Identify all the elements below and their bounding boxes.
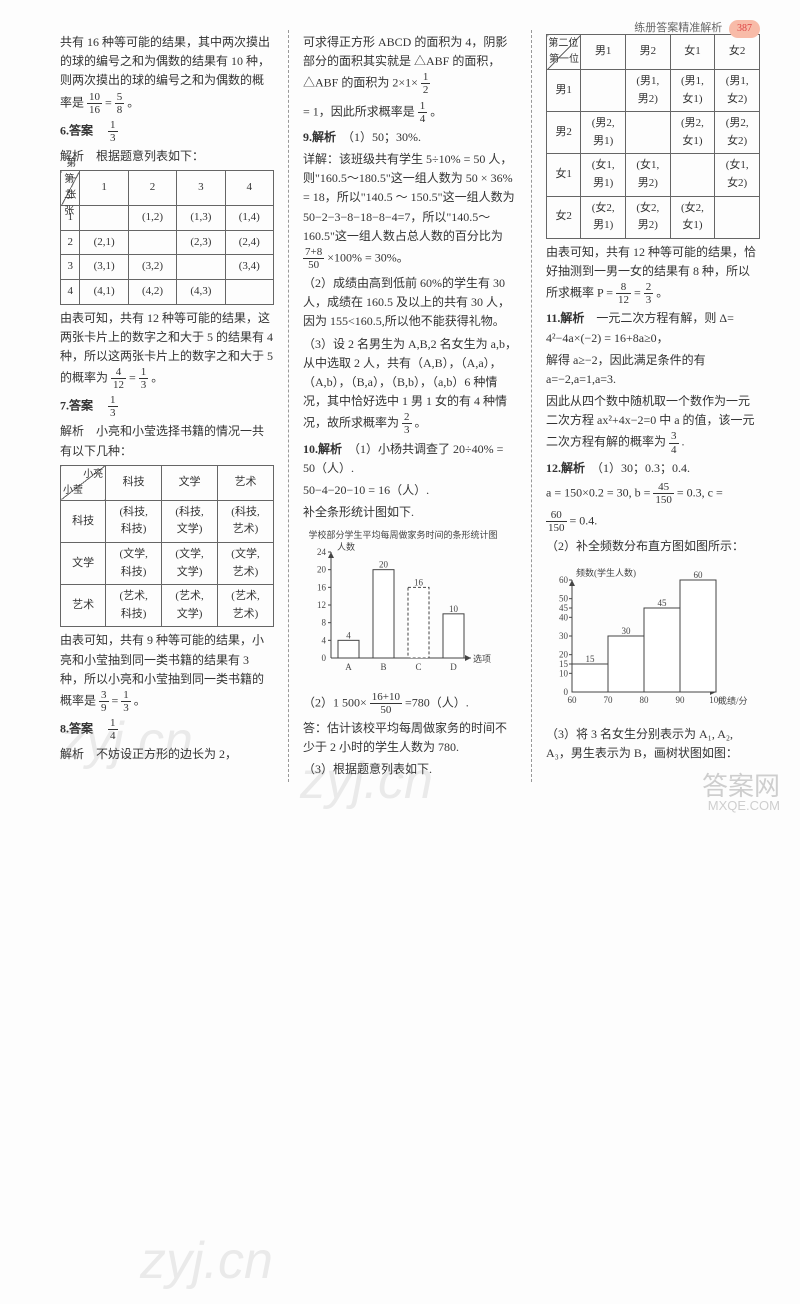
svg-text:选项: 选项: [473, 653, 491, 664]
svg-text:8: 8: [322, 618, 327, 628]
q6-answer: 6.答案 13: [60, 119, 274, 144]
q10-bar-chart: 学校部分学生平均每周做家务时间的条形统计图人数选项 4 8 12 16 20 24 0 4 A 20…: [303, 528, 517, 684]
q6-ans-frac: 13: [108, 119, 118, 144]
column-separator-1: [288, 30, 289, 782]
svg-text:16: 16: [414, 578, 424, 588]
q7-answer: 7.答案 13: [60, 394, 274, 419]
svg-text:30: 30: [559, 631, 569, 641]
svg-text:B: B: [380, 662, 386, 672]
svg-text:45: 45: [559, 603, 569, 613]
svg-text:45: 45: [658, 598, 668, 608]
svg-text:4: 4: [322, 636, 327, 646]
q7-after: 由表可知，共有 9 种等可能的结果，小亮和小莹抽到同一类书籍的结果有 3 种，所…: [60, 631, 274, 714]
svg-text:24: 24: [317, 547, 327, 557]
svg-text:12: 12: [317, 600, 326, 610]
q10-label: 10.解析 （1）小杨共调查了 20÷40% = 50（人）.: [303, 440, 517, 478]
svg-text:10: 10: [559, 669, 569, 679]
svg-text:人数: 人数: [337, 541, 355, 552]
q8-ans-frac: 14: [108, 717, 118, 742]
column-separator-2: [531, 30, 532, 782]
intro-frac1: 1016: [87, 91, 102, 116]
q11-p3: 因此从四个数中随机取一个数作为一元二次方程 ax²+4x−2=0 中 a 的值，…: [546, 392, 760, 456]
svg-text:100: 100: [709, 695, 723, 705]
svg-text:15: 15: [586, 654, 596, 664]
svg-text:30: 30: [622, 626, 632, 636]
svg-text:0: 0: [322, 653, 327, 663]
q8-cont2: = 1，因此所求概率是 14 。: [303, 100, 517, 125]
q10-p5: 答：估计该校平均每周做家务的时间不少于 2 小时的学生人数为 780.: [303, 719, 517, 757]
svg-text:4: 4: [346, 631, 351, 641]
column-3: 第二位第一位男1男2女1女2男1(男1,男2)(男1,女1)(男1,女2)男2(…: [546, 30, 760, 782]
svg-text:20: 20: [317, 565, 327, 575]
q9-p4: （3）设 2 名男生为 A,B,2 名女生为 a,b，从中选取 2 人，共有（A…: [303, 335, 517, 437]
svg-text:10: 10: [449, 604, 459, 614]
svg-text:20: 20: [559, 650, 569, 660]
header-title: 练册答案精准解析: [634, 22, 722, 34]
q7-jiexi: 解析 小亮和小莹选择书籍的情况一共有以下几种：: [60, 422, 274, 460]
q11-p2: 解得 a≥−2，因此满足条件的有 a=−2,a=1,a=3.: [546, 351, 760, 389]
q7-ans-frac: 13: [108, 394, 118, 419]
q8-answer: 8.答案 14: [60, 717, 274, 742]
svg-text:60: 60: [568, 695, 578, 705]
q8-jiexi: 解析 不妨设正方形的边长为 2，: [60, 745, 274, 764]
page-header: 练册答案精准解析 387: [634, 20, 760, 38]
q9-p2: 详解：该班级共有学生 5÷10% = 50 人，则"160.5～180.5"这一…: [303, 150, 517, 271]
svg-text:C: C: [415, 662, 421, 672]
q11-label: 11.解析 一元二次方程有解，则 Δ= 4²−4a×(−2) = 16+8a≥0…: [546, 309, 760, 347]
svg-text:A: A: [345, 662, 352, 672]
column-1: 共有 16 种等可能的结果，其中两次摸出的球的编号之和为偶数的结果有 10 种，…: [60, 30, 274, 782]
watermark-3: zyj.cn: [140, 1220, 273, 1303]
intro-frac2: 58: [115, 91, 125, 116]
q10-p4: （2）1 500× 16+1050 =780（人）.: [303, 691, 517, 716]
q9-p3: （2）成绩由高到低前 60%的学生有 30 人，成绩在 160.5 及以上的共有…: [303, 274, 517, 332]
q10-p6: （3）根据题意列表如下.: [303, 760, 517, 779]
q12-label: 12.解析 （1）30；0.3；0.4.: [546, 459, 760, 478]
q7-table: 小亮小莹科技文学艺术科技(科技,科技)(科技,文学)(科技,艺术)文学(文学,科…: [60, 465, 274, 628]
svg-text:学校部分学生平均每周做家务时间的条形统计图: 学校部分学生平均每周做家务时间的条形统计图: [308, 529, 497, 540]
intro-text: 共有 16 种等可能的结果，其中两次摸出的球的编号之和为偶数的结果有 10 种，…: [60, 33, 274, 116]
q6-after: 由表可知，共有 12 种等可能的结果，这两张卡片上的数字之和大于 5 的结果有 …: [60, 309, 274, 392]
q12-p2c: 60150 = 0.4.: [546, 509, 760, 534]
svg-text:15: 15: [559, 659, 569, 669]
q12-histogram: 频数(学生人数)成绩/分1015203040455060015304560607…: [546, 562, 760, 718]
svg-text:90: 90: [676, 695, 686, 705]
svg-text:频数(学生人数): 频数(学生人数): [576, 567, 636, 578]
q6-table: 第二张第一张12341(1,2)(1,3)(1,4)2(2,1)(2,3)(2,…: [60, 170, 274, 304]
q10-p2: 50−4−20−10 = 16（人）.: [303, 481, 517, 500]
footer-watermark: 答案网 MXQE.COM: [702, 773, 780, 812]
svg-text:40: 40: [559, 613, 569, 623]
column-2: 可求得正方形 ABCD 的面积为 4，阴影部分的面积其实就是 △ABF 的面积，…: [303, 30, 517, 782]
svg-text:D: D: [450, 662, 457, 672]
page-number-badge: 387: [729, 20, 760, 38]
q10-p3: 补全条形统计图如下.: [303, 503, 517, 522]
q12-p2: a = 150×0.2 = 30, b = 45150 = 0.3, c =: [546, 481, 760, 506]
q6-jiexi: 解析 根据题意列表如下：: [60, 147, 274, 166]
q9-label: 9.解析 （1）50；30%.: [303, 128, 517, 147]
q12-p4: （3）将 3 名女生分别表示为 A₁, A₂, A₃，男生表示为 B，画树状图如…: [546, 725, 760, 763]
svg-text:70: 70: [604, 695, 614, 705]
svg-text:60: 60: [559, 575, 569, 585]
col3-table: 第二位第一位男1男2女1女2男1(男1,男2)(男1,女1)(男1,女2)男2(…: [546, 34, 760, 239]
svg-text:16: 16: [317, 583, 327, 593]
col3-after: 由表可知，共有 12 种等可能的结果，恰好抽测到一男一女的结果有 8 种，所以所…: [546, 243, 760, 307]
svg-text:20: 20: [379, 560, 389, 570]
q8-cont: 可求得正方形 ABCD 的面积为 4，阴影部分的面积其实就是 △ABF 的面积，…: [303, 33, 517, 97]
svg-text:50: 50: [559, 594, 569, 604]
svg-text:60: 60: [694, 570, 704, 580]
svg-text:80: 80: [640, 695, 650, 705]
q12-p3: （2）补全频数分布直方图如图所示：: [546, 537, 760, 556]
page-content: 共有 16 种等可能的结果，其中两次摸出的球的编号之和为偶数的结果有 10 种，…: [0, 0, 800, 822]
